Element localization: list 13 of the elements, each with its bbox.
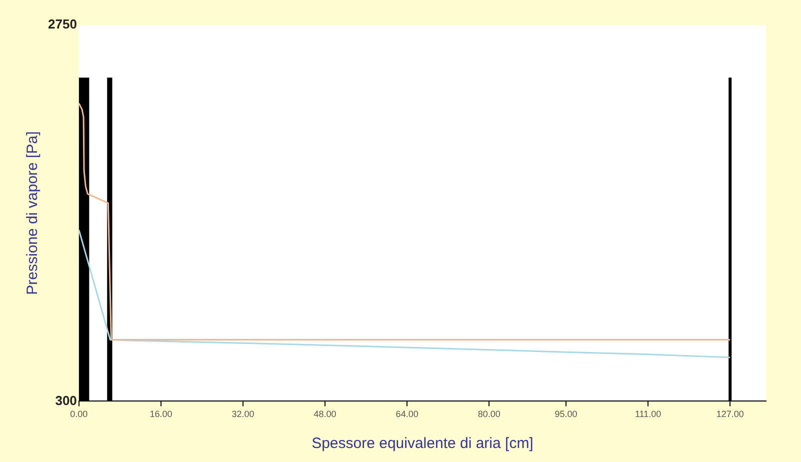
- x-tick-label: 80.00: [478, 409, 500, 420]
- x-tick-label: 16.00: [150, 409, 172, 420]
- x-tick-label: 111.00: [634, 409, 662, 420]
- y-tick-label: 300: [55, 392, 77, 408]
- x-tick-label: 95.00: [554, 409, 578, 420]
- x-tick-label: 0.00: [70, 409, 88, 420]
- x-tick-label: 127.00: [716, 409, 744, 420]
- y-axis-title: Pressione di vapore [Pa]: [24, 131, 42, 295]
- x-tick-label: 32.00: [232, 409, 254, 420]
- x-axis-title: Spessore equivalente di aria [cm]: [312, 435, 534, 452]
- y-tick-label: 2750: [48, 16, 77, 32]
- x-tick-label: 48.00: [314, 409, 336, 420]
- x-tick-label: 64.00: [396, 409, 418, 420]
